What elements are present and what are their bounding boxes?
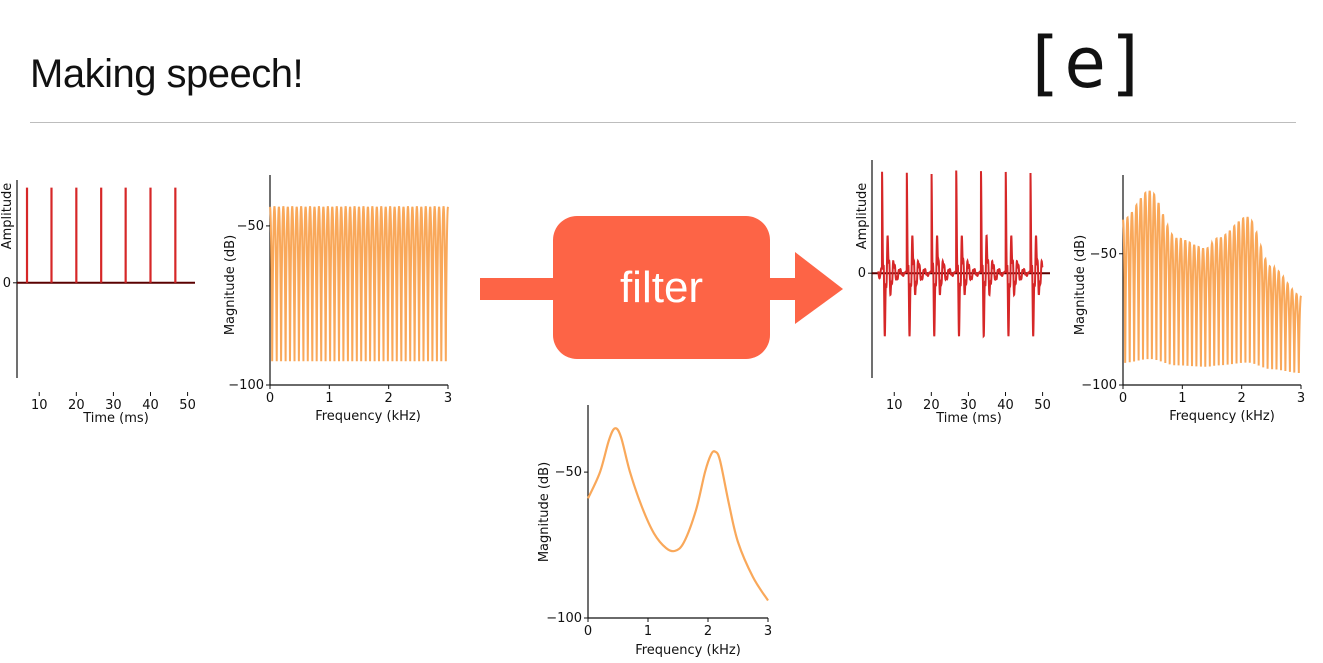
- arrow-head: [795, 252, 843, 324]
- x-tick-label: 1: [325, 391, 333, 406]
- filter-arrow: [480, 252, 843, 324]
- x-tick-label: 30: [960, 398, 977, 413]
- output-waveform-marks: [877, 170, 1044, 339]
- filter-label: filter: [619, 262, 704, 312]
- x-tick-label: 1: [1178, 391, 1186, 406]
- y-tick-label: −100: [228, 378, 264, 393]
- output-spectrum-xlabel: Frequency (kHz): [1169, 409, 1275, 424]
- x-tick-label: 40: [997, 398, 1014, 413]
- output-waveform-ylabel: Amplitude: [855, 183, 870, 250]
- x-tick-label: 1: [644, 624, 652, 639]
- filter-box: filter: [553, 216, 770, 359]
- y-tick-label: 0: [858, 266, 866, 281]
- x-tick-label: 2: [1238, 391, 1246, 406]
- x-tick-label: 0: [266, 391, 274, 406]
- y-tick-label: −50: [555, 465, 582, 480]
- filter-response-xlabel: Frequency (kHz): [635, 643, 741, 658]
- source-waveform-xlabel: Time (ms): [82, 411, 149, 426]
- source-spectrum-chart: 0 1 2 3 −50 −100 Frequency (kHz) Magnitude (d…: [223, 175, 452, 424]
- x-tick-label: 20: [68, 398, 85, 413]
- y-tick-label: 0: [3, 276, 11, 291]
- x-tick-label: 3: [444, 391, 452, 406]
- y-tick-label: −50: [1090, 247, 1117, 262]
- x-tick-label: 0: [1119, 391, 1127, 406]
- vowel-label: [e]: [1022, 22, 1149, 104]
- source-waveform-marks: [25, 187, 177, 283]
- source-spectrum-ylabel: Magnitude (dB): [223, 235, 238, 335]
- output-waveform-line: [877, 170, 1044, 339]
- x-tick-label: 2: [704, 624, 712, 639]
- filter-curve: [586, 427, 769, 602]
- output-spectrum-ylabel: Magnitude (dB): [1073, 235, 1088, 335]
- x-tick-label: 50: [1034, 398, 1051, 413]
- y-tick-label: −100: [546, 611, 582, 626]
- x-tick-label: 3: [1297, 391, 1305, 406]
- title-divider: [30, 122, 1296, 123]
- x-tick-label: 10: [31, 398, 48, 413]
- x-tick-label: 2: [385, 391, 393, 406]
- x-tick-label: 50: [179, 398, 196, 413]
- x-tick-label: 30: [105, 398, 122, 413]
- output-waveform-chart: 10 20 30 40 50 0 Time (ms) Amplitude: [855, 160, 1051, 426]
- x-tick-label: 0: [584, 624, 592, 639]
- output-spectrum-chart: 0 1 2 3 −50 −100 Frequency (kHz) Magnitude (d…: [1073, 175, 1305, 424]
- arrow-shaft-left: [480, 278, 570, 300]
- output-spectrum-axes: [1122, 175, 1301, 386]
- x-tick-label: 10: [886, 398, 903, 413]
- filter-response-marks: [586, 427, 769, 602]
- x-tick-label: 20: [923, 398, 940, 413]
- y-tick-label: −100: [1081, 378, 1117, 393]
- source-waveform-ylabel: Amplitude: [0, 183, 15, 250]
- source-spectrum-marks: [269, 206, 449, 362]
- filter-response-chart: 0 1 2 3 −50 −100 Frequency (kHz) Magnitude (d…: [537, 405, 772, 658]
- spectrum-line: [269, 206, 449, 362]
- x-tick-label: 3: [764, 624, 772, 639]
- source-spectrum-axes: [269, 175, 448, 386]
- filter-response-axes: [587, 405, 768, 619]
- filter-response-ylabel: Magnitude (dB): [537, 462, 552, 562]
- output-spectrum-marks: [1122, 190, 1302, 374]
- x-tick-label: 40: [142, 398, 159, 413]
- slide-title: Making speech!: [30, 52, 304, 96]
- source-waveform-chart: 10 20 30 40 50 0 Time (ms) Amplitude: [0, 180, 196, 426]
- y-tick-label: −50: [237, 219, 264, 234]
- source-spectrum-xlabel: Frequency (kHz): [315, 409, 421, 424]
- output-waveform-xlabel: Time (ms): [935, 411, 1002, 426]
- source-waveform-axes: [16, 180, 195, 378]
- output-spectrum-line: [1122, 190, 1302, 374]
